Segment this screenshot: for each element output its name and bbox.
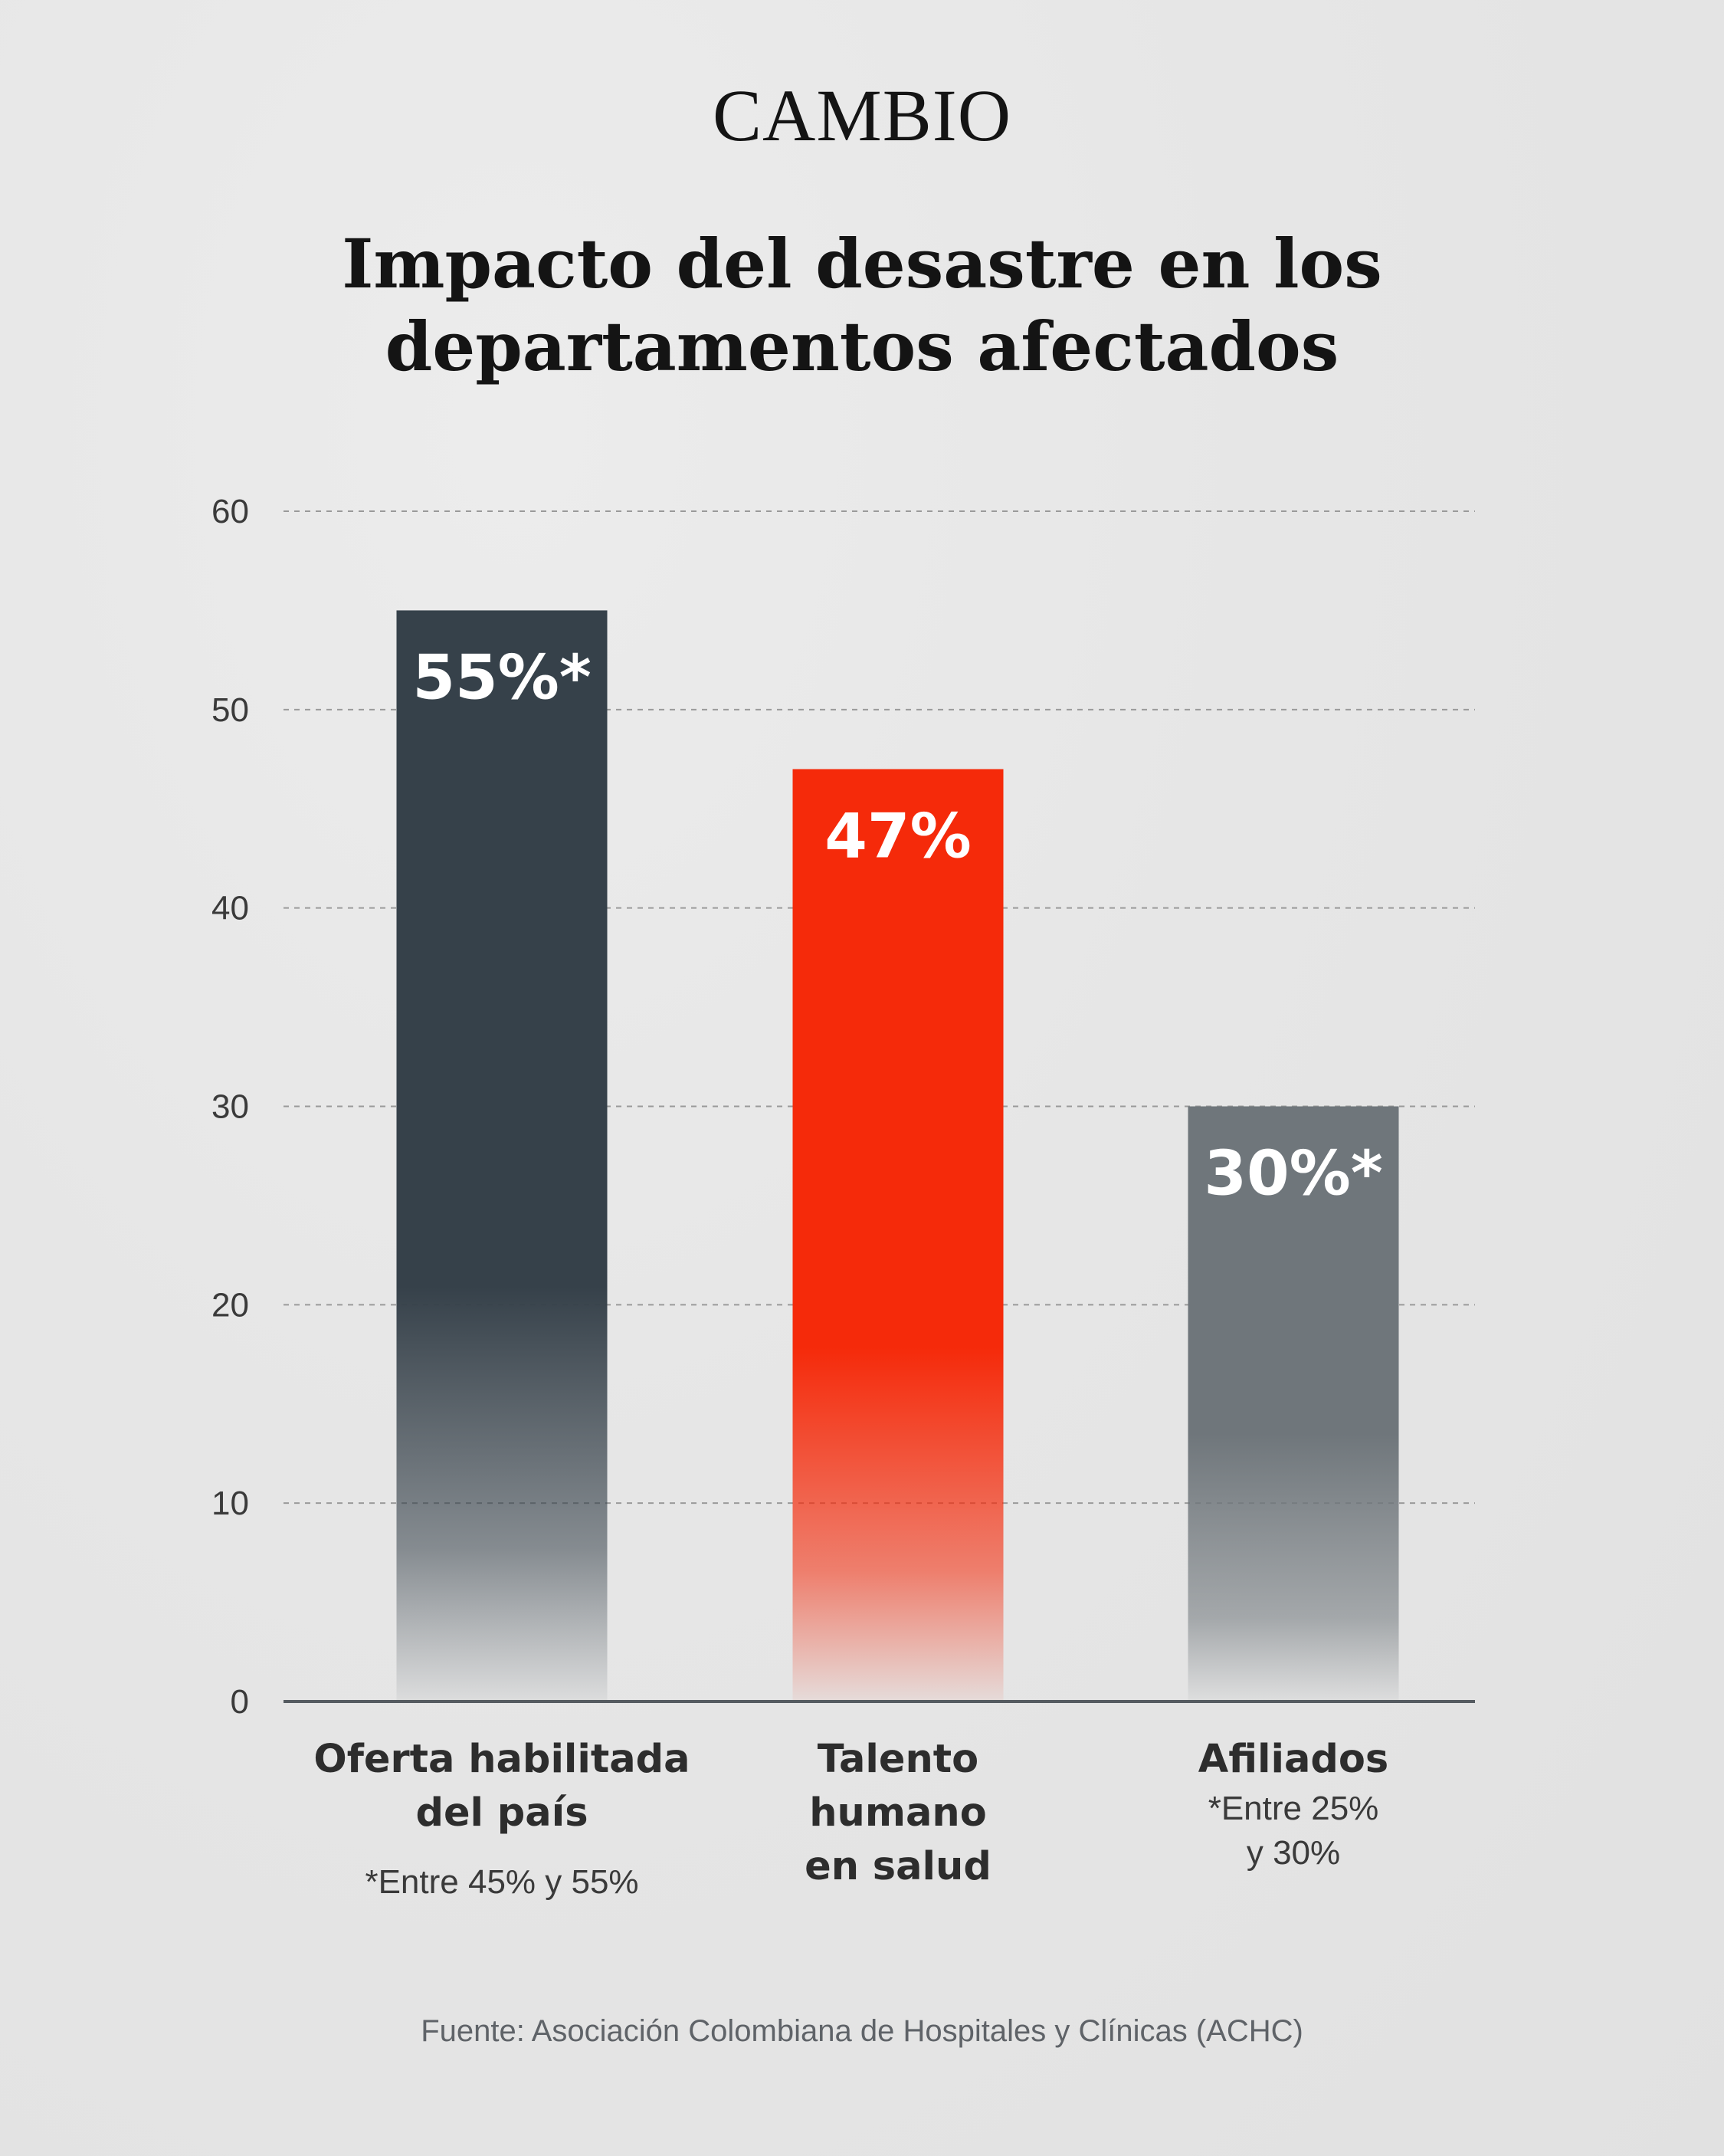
- y-tick-label-50: 50: [211, 691, 249, 729]
- chart-title: Impacto del desastre en los departamento…: [0, 222, 1724, 388]
- y-tick-label-0: 0: [231, 1683, 249, 1721]
- category-label-2-line-2: humano: [809, 1790, 987, 1836]
- y-tick-label-60: 60: [211, 493, 249, 530]
- bar-value-label-2: 47%: [824, 800, 971, 871]
- bar-2: [792, 769, 1004, 1702]
- category-label-1-line-1: Oferta habilitada: [313, 1737, 690, 1782]
- chart-title-line-2: departamentos afectados: [385, 307, 1339, 386]
- category-label-3-line-1: Afiliados: [1198, 1737, 1389, 1782]
- category-note-1-line-1: *Entre 45% y 55%: [365, 1863, 638, 1901]
- category-note-3-line-2: y 30%: [1247, 1834, 1340, 1872]
- bar-value-label-3: 30%*: [1204, 1138, 1382, 1209]
- bar-3: [1188, 1106, 1399, 1702]
- bar-value-label-1: 55%*: [412, 642, 591, 713]
- category-label-1-line-2: del país: [415, 1790, 588, 1836]
- source-note: Fuente: Asociación Colombiana de Hospita…: [421, 2014, 1303, 2048]
- category-label-2-line-3: en salud: [805, 1844, 991, 1889]
- bar-chart: 0 10 20 30 40 50 60 55%* 47% 30%* Oferta habilitad…: [211, 493, 1475, 1901]
- bar-1: [396, 610, 608, 1702]
- category-note-3-line-1: *Entre 25%: [1208, 1790, 1379, 1827]
- chart-title-line-1: Impacto del desastre en los: [342, 224, 1382, 304]
- y-tick-label-20: 20: [211, 1286, 249, 1324]
- brand-logo: CAMBIO: [712, 74, 1012, 156]
- y-tick-label-10: 10: [211, 1485, 249, 1522]
- y-tick-label-40: 40: [211, 890, 249, 927]
- y-tick-label-30: 30: [211, 1088, 249, 1126]
- category-label-2-line-1: Talento: [818, 1737, 978, 1782]
